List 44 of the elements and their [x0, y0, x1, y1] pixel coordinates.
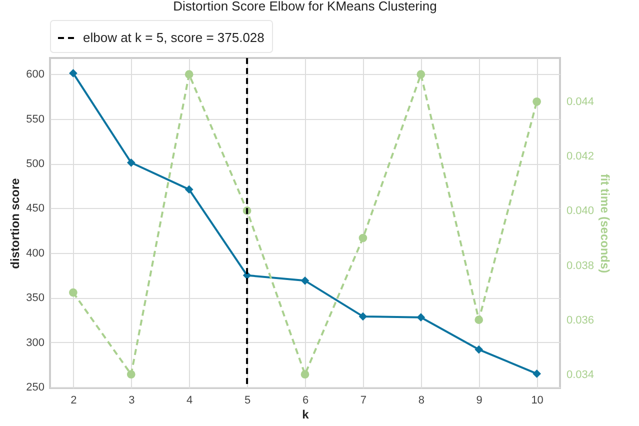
y2-tick-label: 0.040 [566, 205, 594, 218]
point [69, 69, 78, 78]
point [126, 158, 136, 167]
y-tick-label: 550 [26, 113, 44, 126]
y-tick-label: 450 [26, 202, 44, 215]
x-tick-label: 5 [244, 394, 251, 406]
y2-tick-label: 0.044 [566, 96, 594, 108]
y2-tick-label: 0.036 [566, 314, 594, 326]
x-tick-label: 7 [360, 394, 367, 406]
point [126, 370, 136, 379]
y-axis-title: distortion score [8, 178, 22, 269]
point [300, 276, 310, 285]
point [358, 312, 368, 321]
legend-label: elbow at k = 5, score = 375.028 [83, 30, 264, 45]
point [532, 97, 541, 106]
y-tick-label: 250 [26, 382, 44, 394]
y-tick-label: 300 [26, 336, 44, 349]
point [532, 370, 541, 378]
point [416, 313, 426, 322]
y-tick-label: 400 [26, 247, 44, 260]
x-axis-title: k [302, 408, 310, 422]
x-tick-label: 2 [70, 394, 77, 406]
x-tick-label: 4 [186, 394, 193, 406]
point [474, 345, 484, 354]
x-tick-label: 6 [302, 394, 309, 406]
y-tick-label: 600 [26, 68, 44, 81]
x-tick-label: 10 [531, 394, 544, 406]
point [184, 185, 194, 194]
y2-tick-label: 0.034 [566, 368, 594, 381]
point [416, 70, 426, 79]
x-tick-label: 9 [476, 394, 482, 406]
x-tick-label: 8 [418, 394, 424, 406]
point [69, 288, 78, 297]
point [358, 234, 368, 242]
chart-title: Distortion Score Elbow for KMeans Clustering [173, 0, 437, 14]
y-tick-label: 500 [26, 158, 44, 170]
y2-tick-label: 0.038 [566, 260, 594, 272]
point [300, 370, 310, 379]
point [184, 70, 194, 79]
y2-axis-title: fit time (seconds) [598, 174, 612, 274]
y2-tick-label: 0.042 [566, 150, 594, 163]
y-tick-label: 350 [26, 292, 44, 304]
point [474, 316, 484, 324]
x-tick-label: 3 [128, 394, 135, 406]
